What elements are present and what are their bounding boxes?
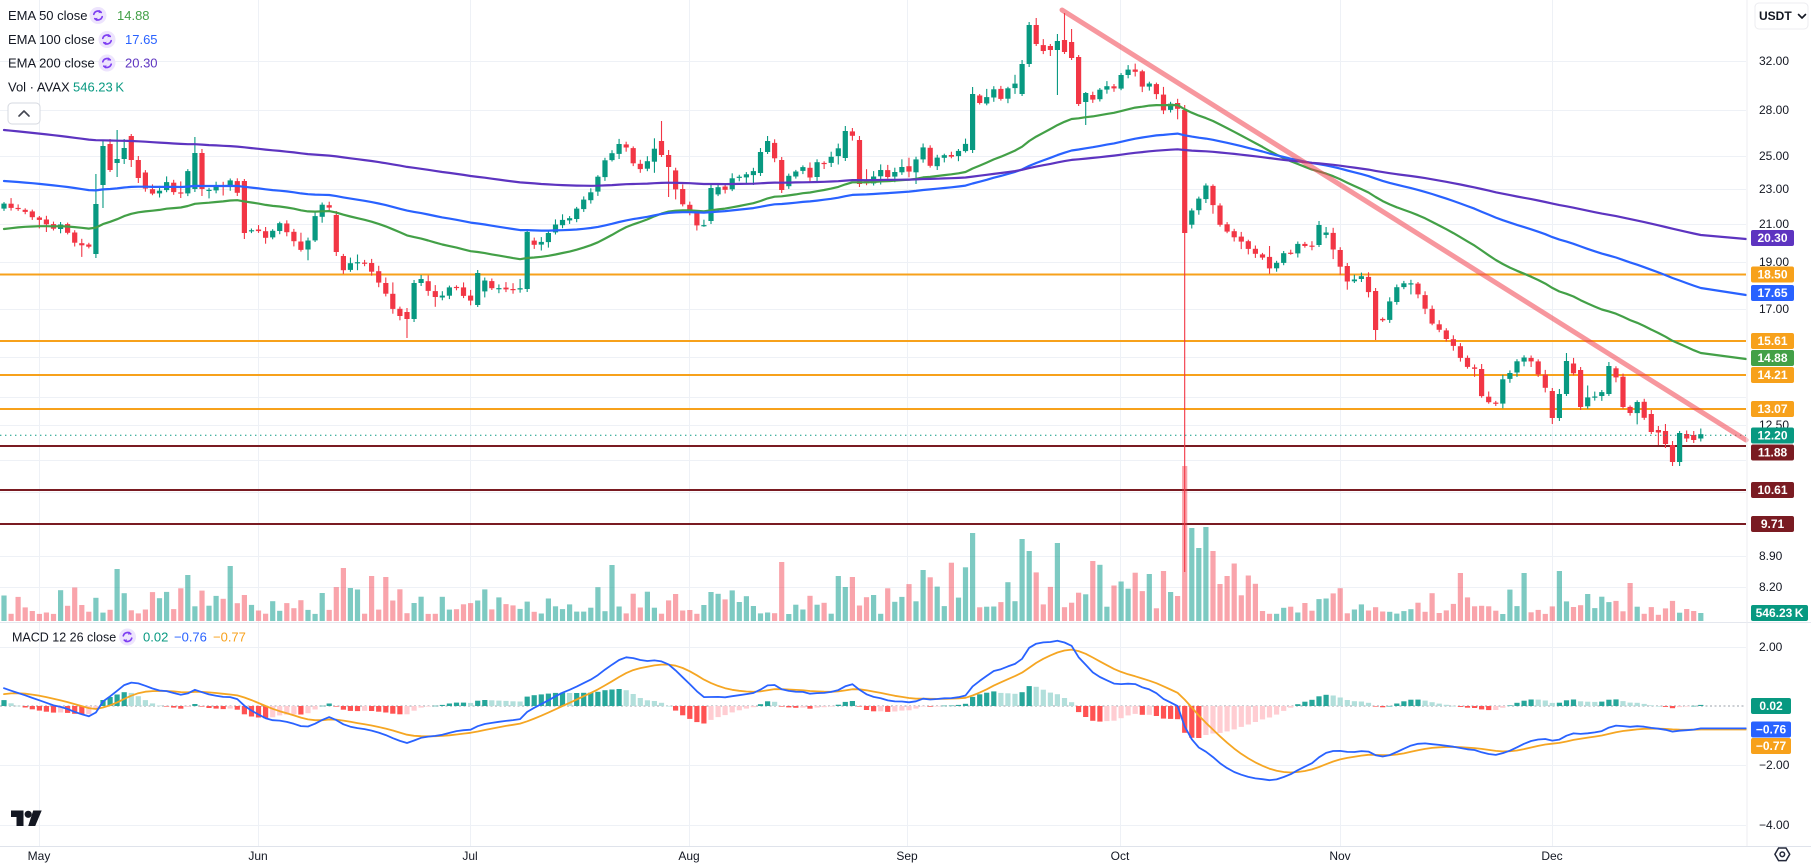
svg-text:32.00: 32.00	[1759, 54, 1789, 68]
svg-text:10.61: 10.61	[1757, 483, 1787, 497]
svg-text:21.00: 21.00	[1759, 217, 1789, 231]
svg-text:EMA 100 close: EMA 100 close	[8, 32, 95, 47]
svg-text:20.30: 20.30	[125, 56, 158, 71]
svg-text:17.65: 17.65	[125, 32, 158, 47]
svg-text:Sep: Sep	[896, 849, 918, 863]
svg-text:−2.00: −2.00	[1759, 758, 1790, 772]
svg-text:12.20: 12.20	[1757, 429, 1787, 443]
svg-text:23.00: 23.00	[1759, 182, 1789, 196]
svg-text:−0.76: −0.76	[174, 630, 207, 645]
svg-text:11.88: 11.88	[1758, 446, 1788, 460]
svg-text:−0.77: −0.77	[213, 630, 246, 645]
svg-text:546.23 K: 546.23 K	[73, 80, 124, 95]
svg-text:18.50: 18.50	[1757, 268, 1787, 282]
svg-text:8.20: 8.20	[1759, 580, 1783, 594]
svg-text:13.07: 13.07	[1757, 402, 1787, 416]
svg-text:USDT: USDT	[1759, 9, 1792, 23]
svg-text:−0.77: −0.77	[1756, 739, 1787, 753]
svg-text:MACD 12 26 close: MACD 12 26 close	[12, 631, 116, 645]
svg-text:Vol · AVAX: Vol · AVAX	[8, 80, 70, 95]
svg-text:EMA 50 close: EMA 50 close	[8, 8, 88, 23]
svg-text:EMA 200 close: EMA 200 close	[8, 56, 95, 71]
svg-text:17.65: 17.65	[1757, 286, 1787, 300]
svg-text:20.30: 20.30	[1757, 231, 1787, 245]
svg-text:9.71: 9.71	[1761, 517, 1785, 531]
svg-text:0.02: 0.02	[1759, 699, 1783, 713]
svg-text:19.00: 19.00	[1759, 255, 1789, 269]
svg-text:Aug: Aug	[678, 849, 699, 863]
svg-text:−4.00: −4.00	[1759, 818, 1790, 832]
svg-text:Nov: Nov	[1329, 849, 1350, 863]
svg-text:0.02: 0.02	[143, 630, 168, 645]
svg-text:Oct: Oct	[1111, 849, 1130, 863]
svg-text:2.00: 2.00	[1759, 640, 1783, 654]
svg-text:15.61: 15.61	[1757, 334, 1787, 348]
svg-text:14.21: 14.21	[1757, 368, 1787, 382]
svg-text:28.00: 28.00	[1759, 103, 1789, 117]
svg-text:Dec: Dec	[1541, 849, 1562, 863]
svg-text:8.90: 8.90	[1759, 549, 1783, 563]
svg-text:14.88: 14.88	[117, 8, 150, 23]
svg-text:17.00: 17.00	[1759, 302, 1789, 316]
svg-text:25.00: 25.00	[1759, 149, 1789, 163]
svg-text:14.88: 14.88	[1757, 351, 1787, 365]
svg-text:546.23 K: 546.23 K	[1756, 606, 1804, 620]
svg-text:Jun: Jun	[248, 849, 267, 863]
svg-text:Jul: Jul	[462, 849, 477, 863]
svg-text:May: May	[28, 849, 51, 863]
svg-text:−0.76: −0.76	[1756, 723, 1787, 737]
